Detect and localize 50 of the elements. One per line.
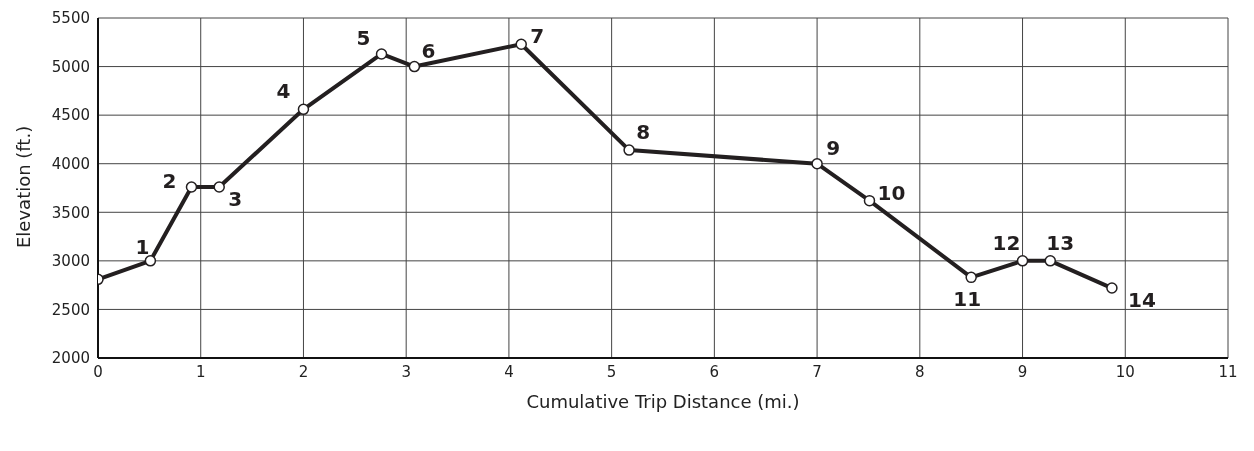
x-axis-title: Cumulative Trip Distance (mi.) [526, 391, 800, 412]
point [515, 38, 527, 50]
annotation: 14 [1128, 288, 1156, 313]
annotation: 4 [276, 79, 291, 104]
point [1016, 255, 1029, 267]
annotation: 13 [1046, 230, 1075, 255]
y-tick-label: 4500 [51, 106, 90, 125]
x-tick-label: 2 [298, 362, 309, 381]
x-tick-label: 3 [401, 362, 411, 381]
y-tick-label: 2000 [51, 349, 90, 368]
annotation: 7 [530, 24, 545, 49]
x-tick-label: 9 [1017, 362, 1028, 381]
point [965, 271, 977, 284]
point [1106, 282, 1118, 294]
x-tick-label: 11 [1218, 362, 1238, 381]
x-tick-label: 5 [606, 362, 617, 381]
annotation: 5 [356, 25, 371, 50]
y-tick-label: 5000 [51, 57, 90, 76]
point [297, 103, 310, 116]
point [811, 157, 823, 170]
x-tick-label: 8 [915, 362, 925, 381]
point [144, 255, 157, 267]
annotation: 11 [953, 287, 982, 312]
x-tick-label: 0 [93, 362, 103, 381]
point [213, 181, 225, 193]
x-tick-label: 6 [709, 362, 720, 381]
y-axis-title: Elevation (ft.) [13, 125, 35, 248]
annotation: 12 [992, 230, 1021, 255]
annotation: 9 [826, 135, 841, 160]
point [375, 48, 388, 60]
annotation: 8 [636, 120, 651, 145]
annotation: 3 [228, 187, 243, 212]
point [623, 144, 635, 156]
y-tick-label: 3500 [51, 203, 90, 222]
annotation: 6 [421, 38, 436, 63]
annotation: 1 [135, 234, 150, 259]
y-tick-label: 4000 [51, 155, 90, 174]
x-tick-label: 10 [1115, 362, 1135, 381]
y-tick-label: 5500 [51, 9, 90, 28]
point [1044, 255, 1057, 267]
annotation: 2 [162, 169, 177, 194]
point [408, 60, 421, 73]
point [863, 194, 876, 207]
y-tick-label: 3000 [51, 252, 90, 271]
annotation: 10 [877, 180, 906, 205]
point [185, 181, 198, 193]
x-tick-label: 7 [812, 362, 822, 381]
x-tick-label: 1 [195, 362, 206, 381]
y-tick-label: 2500 [51, 300, 90, 319]
x-tick-label: 4 [504, 362, 514, 381]
